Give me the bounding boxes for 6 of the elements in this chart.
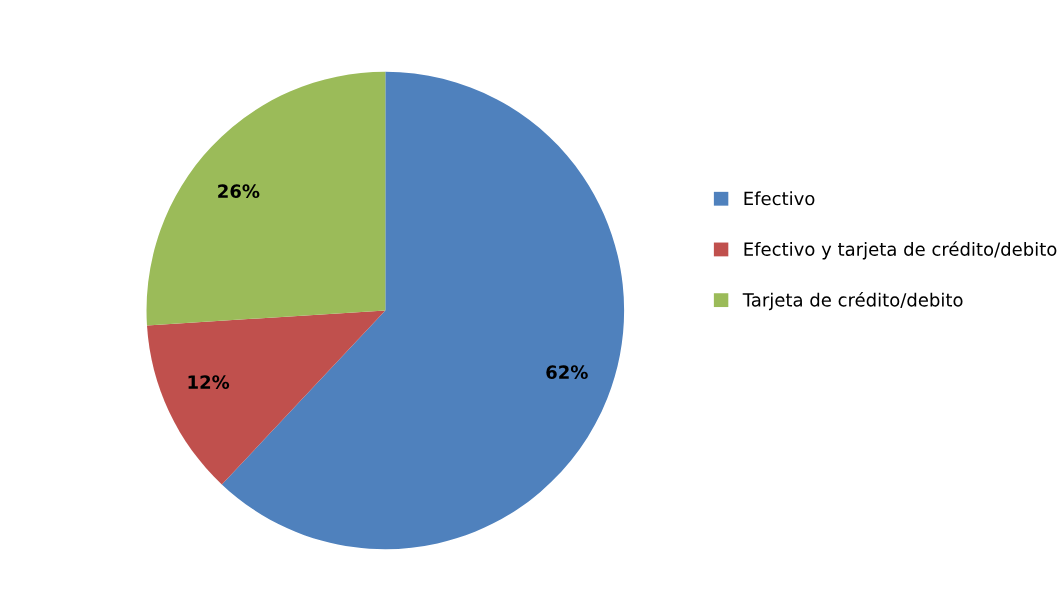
data-label: 12% <box>188 375 230 389</box>
data-label: 26% <box>218 184 260 198</box>
legend-label: Efectivo y tarjeta de crédito/debito <box>744 241 1057 260</box>
legend-label: Efectivo <box>744 191 815 206</box>
data-label: 62% <box>546 365 588 379</box>
legend-label: Tarjeta de crédito/debito <box>742 291 963 311</box>
